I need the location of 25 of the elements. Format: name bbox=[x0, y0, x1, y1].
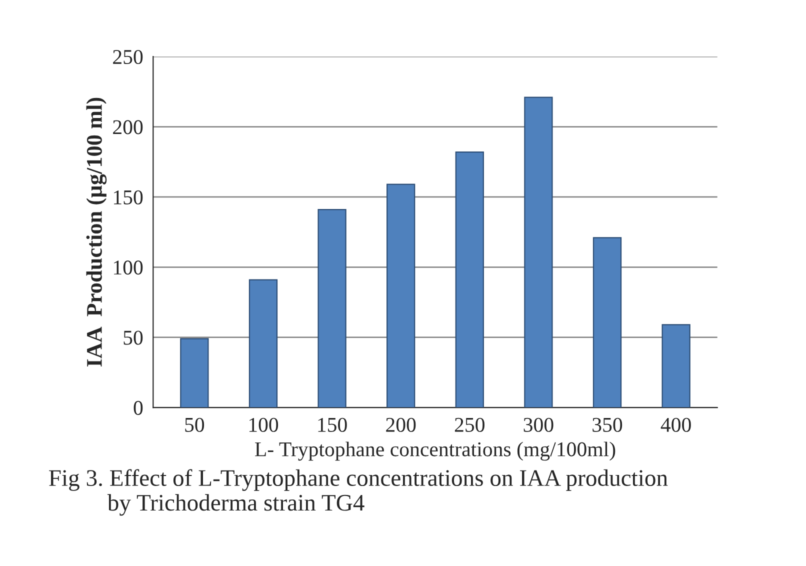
y-tick-label: 100 bbox=[114, 260, 143, 275]
bar bbox=[524, 96, 553, 408]
bar bbox=[318, 209, 346, 408]
x-tick-label: 250 bbox=[454, 418, 484, 432]
y-tick-label: 150 bbox=[114, 190, 143, 204]
x-axis-title: L- Tryptophane concentrations (mg/100ml) bbox=[255, 442, 616, 461]
bar bbox=[662, 324, 690, 408]
bar bbox=[248, 279, 278, 408]
y-axis-title: IAA Production (µg/100 ml) bbox=[86, 98, 107, 367]
x-tick-label: 400 bbox=[660, 418, 691, 432]
x-tick-label: 300 bbox=[524, 418, 554, 432]
bar bbox=[592, 237, 622, 408]
x-tick-label: 350 bbox=[592, 418, 622, 432]
x-tick-label: 150 bbox=[318, 418, 347, 432]
bar bbox=[455, 151, 484, 408]
y-tick-label: 250 bbox=[113, 50, 143, 64]
bar bbox=[386, 184, 416, 408]
y-tick-label: 50 bbox=[124, 330, 143, 345]
bar bbox=[180, 338, 209, 408]
x-tick-label: 200 bbox=[386, 418, 416, 432]
y-tick-label: 200 bbox=[113, 120, 143, 134]
x-tick-label: 100 bbox=[249, 418, 278, 432]
caption: Fig 3. Effect of L-Tryptophane concentrations on IAA production by Trichoderma strain TG4 bbox=[49, 469, 668, 516]
x-tick-label: 50 bbox=[185, 418, 204, 432]
y-tick-label: 0 bbox=[134, 400, 143, 415]
